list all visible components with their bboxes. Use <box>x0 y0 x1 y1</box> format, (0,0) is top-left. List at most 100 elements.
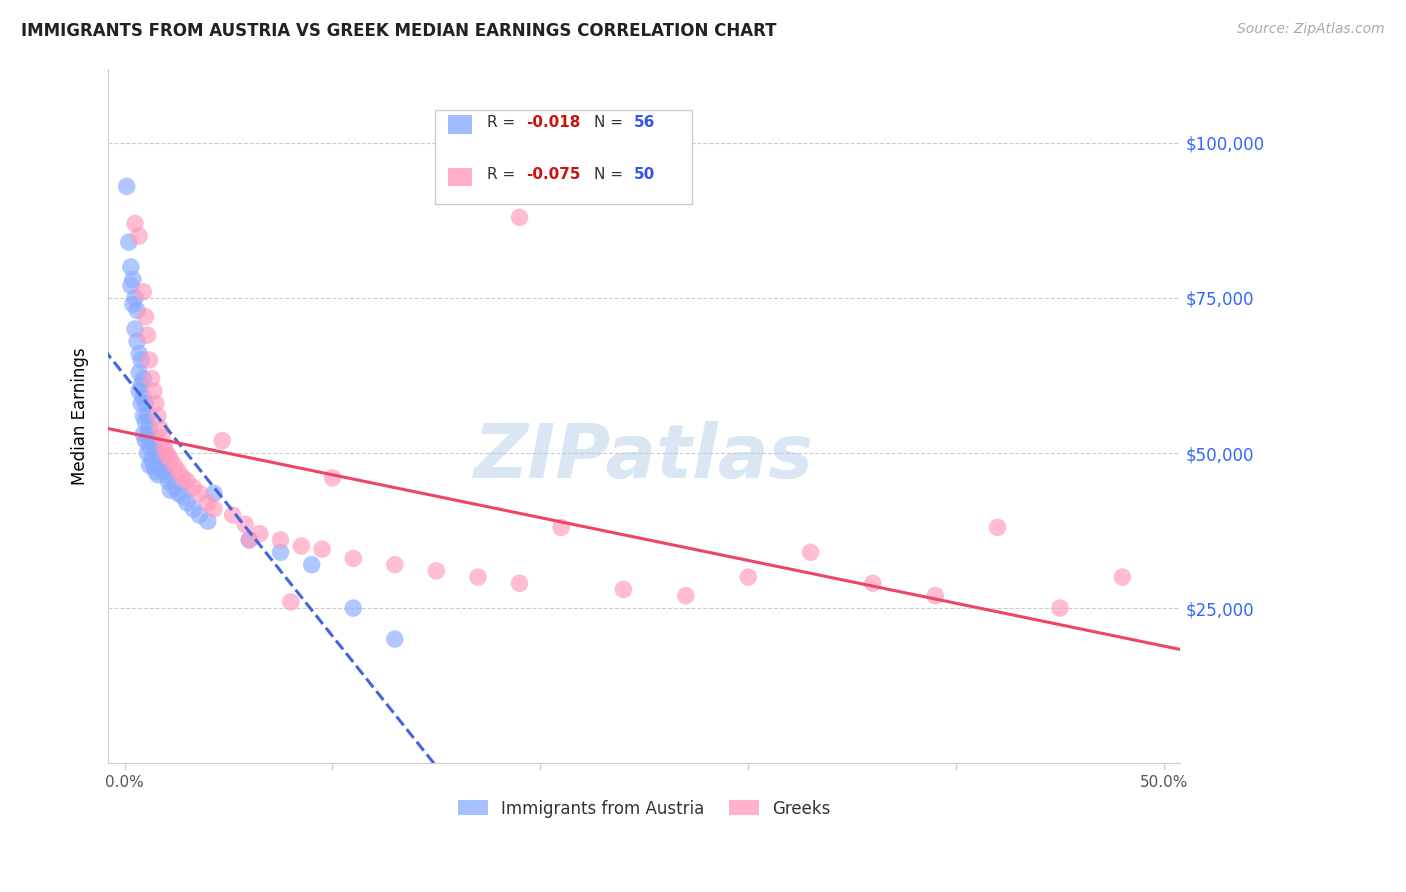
Point <box>176 474 198 488</box>
Point <box>136 328 159 343</box>
Point <box>149 421 172 435</box>
Point <box>550 520 572 534</box>
Point <box>138 421 160 435</box>
Point <box>163 480 186 494</box>
Text: ZIPatlas: ZIPatlas <box>474 421 814 494</box>
Point <box>509 211 531 225</box>
Point <box>129 353 152 368</box>
Point <box>249 526 271 541</box>
Point <box>136 409 159 423</box>
Point <box>270 545 292 559</box>
Point <box>142 384 165 398</box>
Point <box>124 322 146 336</box>
Point <box>128 366 150 380</box>
Point <box>290 539 312 553</box>
Point <box>280 595 302 609</box>
Point <box>124 217 146 231</box>
Point <box>321 471 343 485</box>
Point <box>301 558 323 572</box>
Point <box>172 490 194 504</box>
Point <box>142 440 165 454</box>
Point <box>675 589 697 603</box>
Point <box>134 396 156 410</box>
Point <box>127 334 149 349</box>
Point <box>167 486 190 500</box>
Point <box>188 508 211 522</box>
Point <box>425 564 447 578</box>
Point <box>136 427 159 442</box>
Text: Source: ZipAtlas.com: Source: ZipAtlas.com <box>1237 22 1385 37</box>
Y-axis label: Median Earnings: Median Earnings <box>72 347 89 484</box>
Point <box>238 533 260 547</box>
Point <box>181 501 204 516</box>
Point <box>132 427 155 442</box>
Text: N =: N = <box>593 167 627 182</box>
Point <box>1111 570 1133 584</box>
Point <box>134 434 156 448</box>
Point <box>211 434 233 448</box>
Point <box>509 576 531 591</box>
Point <box>149 458 172 473</box>
Point <box>176 496 198 510</box>
Point <box>120 278 142 293</box>
Point <box>132 371 155 385</box>
FancyBboxPatch shape <box>434 111 693 204</box>
Point <box>737 570 759 584</box>
Point <box>129 377 152 392</box>
Point <box>159 483 181 498</box>
FancyBboxPatch shape <box>449 115 471 134</box>
Point <box>167 465 190 479</box>
Point <box>146 409 169 423</box>
Text: 50: 50 <box>634 167 655 182</box>
Point <box>150 431 173 445</box>
Point <box>612 582 634 597</box>
Point <box>202 486 225 500</box>
Point <box>146 467 169 482</box>
Point <box>134 310 156 324</box>
Point <box>132 285 155 299</box>
Point <box>118 235 141 249</box>
Point <box>124 291 146 305</box>
Point <box>122 272 145 286</box>
Point <box>120 260 142 274</box>
FancyBboxPatch shape <box>449 168 471 186</box>
Point <box>142 458 165 473</box>
Point <box>153 465 176 479</box>
Point <box>222 508 245 522</box>
Point <box>181 480 204 494</box>
Point <box>197 496 219 510</box>
Legend: Immigrants from Austria, Greeks: Immigrants from Austria, Greeks <box>451 793 838 824</box>
Point <box>467 570 489 584</box>
Point <box>157 449 180 463</box>
Point <box>1049 601 1071 615</box>
Point <box>132 409 155 423</box>
Point <box>128 384 150 398</box>
Point <box>128 229 150 244</box>
Point <box>188 486 211 500</box>
Point <box>233 517 256 532</box>
Point <box>157 474 180 488</box>
Point <box>145 465 167 479</box>
Point <box>987 520 1010 534</box>
Point <box>141 452 163 467</box>
Point <box>342 551 364 566</box>
Text: R =: R = <box>486 167 520 182</box>
Point <box>141 371 163 385</box>
Text: IMMIGRANTS FROM AUSTRIA VS GREEK MEDIAN EARNINGS CORRELATION CHART: IMMIGRANTS FROM AUSTRIA VS GREEK MEDIAN … <box>21 22 776 40</box>
Point <box>924 589 946 603</box>
Point <box>172 471 194 485</box>
Text: -0.075: -0.075 <box>526 167 581 182</box>
Point <box>134 415 156 429</box>
Point <box>270 533 292 547</box>
Point <box>163 458 186 473</box>
Point <box>311 542 333 557</box>
Text: 56: 56 <box>634 114 655 129</box>
Point <box>150 461 173 475</box>
Point <box>155 467 177 482</box>
Point <box>146 449 169 463</box>
Point <box>155 446 177 460</box>
Point <box>136 446 159 460</box>
Point <box>197 514 219 528</box>
Point <box>138 458 160 473</box>
Point <box>145 446 167 460</box>
